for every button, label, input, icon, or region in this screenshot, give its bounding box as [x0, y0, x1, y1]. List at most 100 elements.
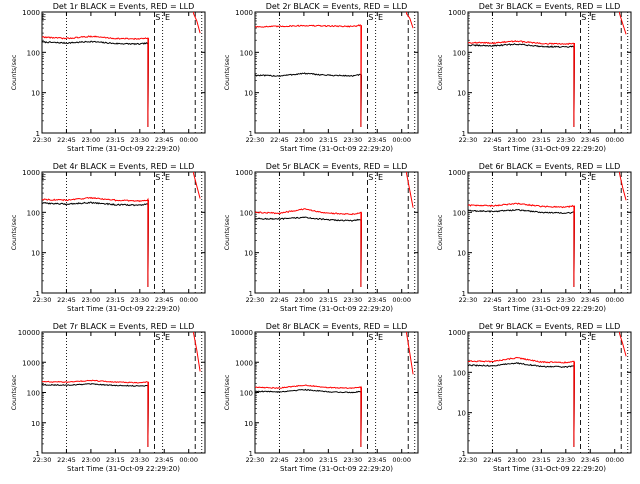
series-line-lld-late — [619, 332, 627, 357]
y-axis-label: Counts/sec — [10, 214, 18, 250]
y-tick-label: 100 — [453, 369, 466, 377]
x-tick-label: 23:30 — [343, 296, 362, 304]
y-axis-label: Counts/sec — [223, 374, 231, 410]
panel-svg: Det 7r BLACK = Events, RED = LLD 1 10 100 10… — [10, 322, 206, 473]
x-tick-label: 23:15 — [106, 136, 125, 144]
x-tick-label: 23:00 — [82, 296, 101, 304]
x-tick-label: 22:45 — [270, 296, 289, 304]
x-tick-label: 23:15 — [319, 296, 338, 304]
x-tick-label: 23:45 — [581, 296, 600, 304]
x-tick-label: 23:30 — [556, 296, 575, 304]
y-axis-label: Counts/sec — [223, 214, 231, 250]
y-tick-label: 1000 — [448, 9, 466, 17]
x-tick-label: 22:30 — [246, 136, 265, 144]
y-tick-label: 1000 — [235, 9, 253, 17]
x-tick-label: 23:00 — [295, 296, 314, 304]
x-axis-label: Start Time (31-Oct-09 22:29:20) — [67, 465, 180, 473]
x-tick-label: 00:00 — [392, 296, 411, 304]
detector-panel-4: Det 4r BLACK = Events, RED = LLD 1 10 100 10… — [0, 160, 213, 320]
y-tick-label: 1000 — [235, 359, 253, 367]
series-line-events — [467, 208, 575, 288]
detector-panel-8: Det 8r BLACK = Events, RED = LLD 1 10 100 10… — [213, 320, 426, 480]
series-line-events — [41, 40, 149, 128]
x-tick-label: 22:30 — [459, 456, 478, 464]
panel-svg: Det 1r BLACK = Events, RED = LLD 1 10 100 10… — [10, 2, 206, 153]
x-axis-label: Start Time (31-Oct-09 22:29:20) — [493, 305, 606, 313]
y-tick-label: 100 — [453, 209, 466, 217]
y-tick-label: 1000 — [448, 169, 466, 177]
x-tick-label: 22:30 — [246, 296, 265, 304]
x-tick-label: 23:30 — [556, 136, 575, 144]
x-tick-label: 23:15 — [532, 296, 551, 304]
series-line-lld — [254, 384, 362, 448]
x-tick-label: 22:45 — [270, 136, 289, 144]
x-tick-label: 23:45 — [155, 456, 174, 464]
x-tick-label: 22:30 — [33, 296, 52, 304]
x-axis-label: Start Time (31-Oct-09 22:29:20) — [280, 145, 393, 153]
x-tick-label: 00:00 — [605, 456, 624, 464]
panel-title: Det 2r BLACK = Events, RED = LLD — [266, 2, 408, 11]
x-axis-label: Start Time (31-Oct-09 22:29:20) — [280, 305, 393, 313]
y-tick-label: 10 — [31, 250, 40, 258]
x-tick-label: 23:15 — [532, 136, 551, 144]
x-tick-label: 22:45 — [483, 136, 502, 144]
detector-panel-6: Det 6r BLACK = Events, RED = LLD 1 10 100 10… — [426, 160, 639, 320]
interval-marker: S — [581, 13, 586, 22]
detector-panel-5: Det 5r BLACK = Events, RED = LLD 1 10 100 10… — [213, 160, 426, 320]
detector-panel-2: Det 2r BLACK = Events, RED = LLD 1 10 100 10… — [213, 0, 426, 160]
x-tick-label: 23:30 — [130, 296, 149, 304]
plot-frame — [467, 11, 632, 134]
y-tick-label: 100 — [27, 209, 40, 217]
x-tick-label: 23:45 — [155, 296, 174, 304]
series-line-lld-late — [193, 332, 201, 372]
panel-svg: Det 5r BLACK = Events, RED = LLD 1 10 100 10… — [223, 162, 419, 313]
x-tick-label: 00:00 — [392, 456, 411, 464]
series-line-lld — [42, 379, 149, 448]
x-tick-label: 23:00 — [295, 456, 314, 464]
x-tick-label: 00:00 — [392, 136, 411, 144]
y-tick-label: 1000 — [235, 169, 253, 177]
x-tick-label: 23:15 — [532, 456, 551, 464]
x-axis-label: Start Time (31-Oct-09 22:29:20) — [67, 305, 180, 313]
panel-title: Det 4r BLACK = Events, RED = LLD — [53, 162, 195, 171]
x-tick-label: 22:45 — [483, 456, 502, 464]
x-axis-label: Start Time (31-Oct-09 22:29:20) — [67, 145, 180, 153]
x-tick-label: 23:15 — [106, 296, 125, 304]
plot-frame — [254, 171, 419, 294]
x-tick-label: 23:30 — [130, 136, 149, 144]
interval-marker: E — [41, 173, 46, 182]
x-tick-label: 00:00 — [179, 136, 198, 144]
y-tick-label: 1 — [249, 290, 253, 298]
x-axis-label: Start Time (31-Oct-09 22:29:20) — [493, 465, 606, 473]
interval-marker: E — [591, 13, 596, 22]
x-tick-label: 22:30 — [33, 136, 52, 144]
x-tick-label: 23:30 — [556, 456, 575, 464]
y-tick-label: 10 — [244, 420, 253, 428]
x-tick-label: 00:00 — [179, 296, 198, 304]
x-tick-label: 23:45 — [368, 296, 387, 304]
y-axis-label: Counts/sec — [223, 54, 231, 90]
x-tick-label: 23:30 — [343, 136, 362, 144]
plot-frame — [254, 11, 419, 134]
x-tick-label: 22:45 — [270, 456, 289, 464]
panel-title: Det 9r BLACK = Events, RED = LLD — [479, 322, 621, 331]
y-axis-label: Counts/sec — [436, 54, 444, 90]
series-line-lld — [467, 40, 575, 128]
interval-marker: S — [368, 173, 373, 182]
y-tick-label: 1 — [36, 450, 40, 458]
y-tick-label: 10 — [31, 420, 40, 428]
panel-title: Det 1r BLACK = Events, RED = LLD — [53, 2, 195, 11]
y-tick-label: 1000 — [22, 169, 40, 177]
x-tick-label: 23:00 — [82, 456, 101, 464]
y-tick-label: 1000 — [22, 9, 40, 17]
panel-title: Det 3r BLACK = Events, RED = LLD — [479, 2, 621, 11]
series-line-events — [467, 43, 575, 128]
y-tick-label: 10 — [457, 410, 466, 418]
x-tick-label: 23:15 — [319, 136, 338, 144]
series-line-lld-late — [406, 12, 414, 29]
y-tick-label: 100 — [27, 49, 40, 57]
detector-panel-3: Det 3r BLACK = Events, RED = LLD 1 10 100 10… — [426, 0, 639, 160]
interval-marker: S — [368, 13, 373, 22]
interval-marker: E — [591, 333, 596, 342]
series-line-lld — [41, 196, 149, 288]
